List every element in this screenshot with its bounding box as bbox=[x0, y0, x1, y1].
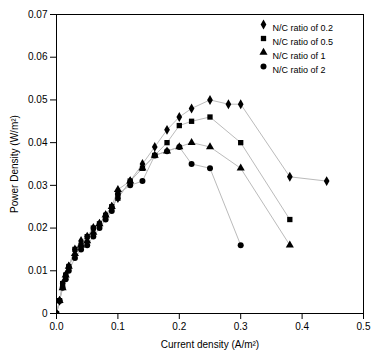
svg-text:0.06: 0.06 bbox=[28, 51, 48, 62]
svg-text:0.02: 0.02 bbox=[28, 222, 48, 233]
svg-text:Power Density (W/m²): Power Density (W/m²) bbox=[9, 115, 20, 213]
svg-text:N/C ratio of 1: N/C ratio of 1 bbox=[273, 51, 326, 61]
svg-text:0.3: 0.3 bbox=[234, 321, 248, 332]
svg-text:0.4: 0.4 bbox=[295, 321, 309, 332]
svg-text:0.01: 0.01 bbox=[28, 265, 48, 276]
svg-text:N/C ratio of 0.5: N/C ratio of 0.5 bbox=[273, 37, 334, 47]
svg-text:0.1: 0.1 bbox=[111, 321, 125, 332]
svg-text:Current density (A/m²): Current density (A/m²) bbox=[161, 339, 259, 350]
svg-text:N/C ratio of 0.2: N/C ratio of 0.2 bbox=[273, 23, 334, 33]
svg-text:0.2: 0.2 bbox=[172, 321, 186, 332]
svg-text:0.5: 0.5 bbox=[357, 321, 371, 332]
svg-text:0.0: 0.0 bbox=[50, 321, 64, 332]
svg-text:N/C ratio of 2: N/C ratio of 2 bbox=[273, 65, 326, 75]
svg-text:0.04: 0.04 bbox=[28, 137, 48, 148]
svg-text:0: 0 bbox=[42, 308, 48, 319]
svg-text:0.05: 0.05 bbox=[28, 94, 48, 105]
svg-text:0.07: 0.07 bbox=[28, 9, 48, 20]
svg-text:0.03: 0.03 bbox=[28, 180, 48, 191]
